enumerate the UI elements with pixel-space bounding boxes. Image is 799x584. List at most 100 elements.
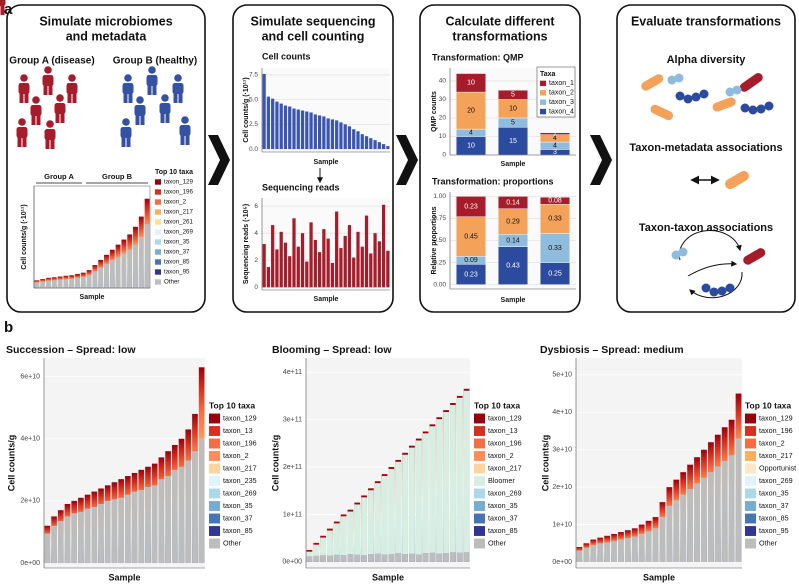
bar	[335, 120, 339, 150]
y-tick-label: 0.25	[433, 259, 446, 266]
bar-segment	[402, 454, 408, 555]
bar	[279, 103, 283, 150]
y-tick-label: 2.5	[249, 121, 258, 128]
bar	[300, 110, 305, 150]
legend-swatch	[155, 229, 161, 235]
legend-swatch	[155, 219, 161, 225]
bar-segment	[456, 552, 463, 562]
bar-segment	[409, 447, 415, 554]
bar-segment	[604, 542, 611, 563]
y-tick-label: 0.00	[433, 281, 446, 288]
y-tick-label: 10	[439, 133, 447, 140]
legend-swatch	[745, 476, 756, 486]
bar-segment	[680, 494, 687, 563]
bar	[330, 262, 335, 288]
legend-title: Top 10 taxa	[155, 169, 193, 176]
bar-segment	[306, 551, 313, 557]
plot-marks	[262, 73, 390, 150]
legend-label: taxon_35	[759, 488, 789, 497]
chart-title: Transformation: QMP	[432, 52, 524, 62]
bar-segment	[51, 525, 57, 564]
bar-segment	[498, 90, 528, 100]
bar-segment	[46, 280, 51, 288]
bar-segment	[701, 477, 707, 563]
chart-title: Succession – Spread: low	[6, 344, 136, 356]
bar-segment	[721, 460, 728, 563]
legend-label: taxon_13	[223, 426, 253, 435]
bar-segment	[138, 490, 145, 564]
y-tick-label: 4e+10	[20, 436, 40, 443]
legend-label: taxon_129	[164, 179, 193, 186]
bar-segment	[597, 543, 604, 563]
bar-segment	[165, 476, 171, 564]
bar-segment	[34, 282, 40, 288]
bar-segment	[611, 541, 617, 563]
legend-title: Taxa	[540, 71, 556, 78]
y-tick-label: 7.5	[249, 72, 258, 79]
y-tick-label: 5.0	[249, 96, 258, 103]
chevron	[590, 135, 612, 185]
bar	[360, 246, 364, 288]
bar-segment	[395, 461, 402, 554]
y-tick-label: 0.50	[433, 237, 446, 244]
y-tick-label: 2e+10	[20, 498, 40, 505]
bar	[343, 124, 347, 150]
legend-label: taxon_4	[549, 108, 574, 115]
legend-swatch	[209, 501, 220, 511]
y-tick-label: 6	[254, 203, 258, 210]
bar-segment	[91, 507, 98, 564]
bar-segment	[127, 249, 133, 288]
bar-segment	[118, 497, 124, 564]
bar-segment	[69, 278, 75, 288]
bar	[369, 253, 373, 288]
step-title: and cell counting	[262, 29, 365, 43]
bar	[356, 231, 360, 288]
bar-segment	[327, 555, 333, 562]
legend-swatch	[745, 488, 756, 499]
bar-segment	[320, 537, 326, 556]
plot-marks	[34, 198, 150, 288]
legend-swatch	[474, 538, 485, 549]
bar-segment	[44, 533, 51, 564]
legend-swatch	[474, 463, 485, 474]
legend-label: taxon_129	[759, 413, 793, 422]
legend-label: taxon_95	[759, 526, 789, 535]
bar-segment	[436, 553, 443, 562]
plot-area	[576, 358, 742, 568]
legend-swatch	[209, 488, 220, 499]
bar	[386, 146, 390, 150]
bar-segment	[64, 516, 71, 564]
y-tick-label: 6e+10	[20, 373, 40, 380]
plot-marks	[306, 388, 470, 562]
panel-label: b	[4, 319, 13, 336]
legend-swatch	[209, 538, 220, 549]
data-label: 5	[511, 119, 515, 126]
legend-label: taxon_217	[759, 451, 793, 460]
bar-segment	[409, 553, 415, 562]
legend-label: taxon_35	[488, 501, 518, 510]
y-axis-label: Cell counts/g (·10¹¹)	[21, 204, 28, 269]
y-tick-label: 0.75	[433, 215, 446, 222]
bar-segment	[98, 504, 104, 564]
bar-segment	[463, 390, 470, 553]
bar	[305, 261, 309, 288]
y-tick-label: 3e+11	[283, 416, 302, 423]
bar	[262, 244, 266, 288]
plot-area	[306, 358, 470, 568]
legend-label: taxon_196	[164, 189, 193, 196]
bar-segment	[540, 132, 570, 135]
bar-segment	[121, 253, 127, 288]
x-axis-label: Sample	[501, 161, 526, 168]
bar-segment	[145, 486, 151, 564]
bar-segment	[111, 499, 118, 564]
legend-swatch	[209, 451, 220, 461]
evaluation-label: Taxon-taxon associations	[639, 222, 773, 234]
bar-segment	[450, 404, 456, 553]
bar-segment	[498, 246, 528, 285]
data-label: 0.09	[464, 257, 478, 264]
y-tick-label: 0	[442, 152, 446, 159]
bar	[352, 257, 356, 288]
bar-segment	[714, 466, 721, 563]
legend-swatch	[155, 209, 161, 215]
